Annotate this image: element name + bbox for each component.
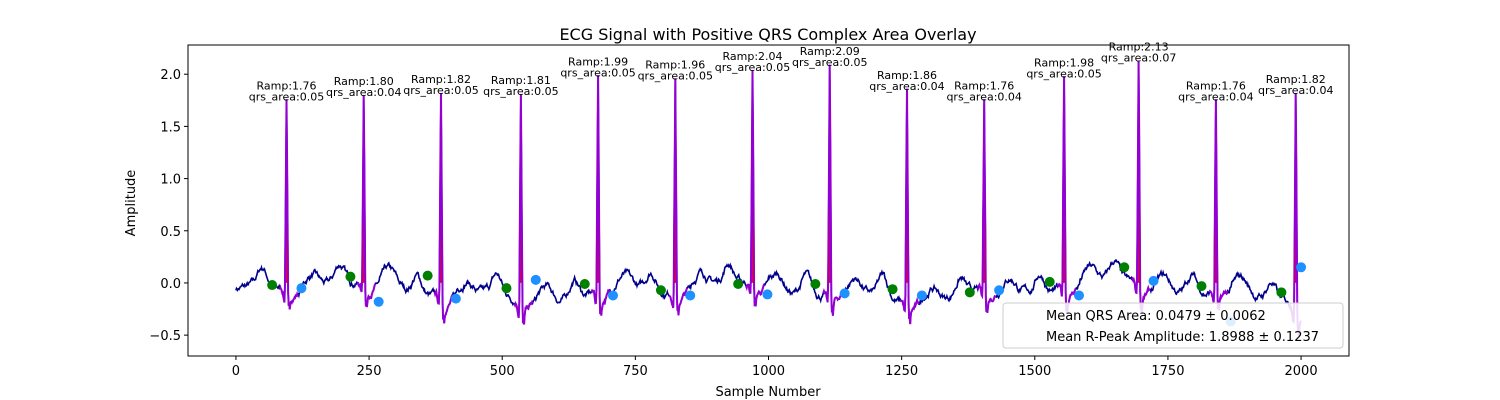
s-point-marker-7 [762,289,773,300]
y-tick-label: −0.5 [149,329,181,344]
qrs-area-label-11: qrs_area:0.05 [1026,67,1101,80]
legend-entry-qrs-area: Mean QRS Area: 0.0479 ± 0.0062 [1046,309,1266,324]
q-point-marker-2 [345,271,356,282]
y-axis-label: Amplitude [124,170,139,237]
q-point-marker-3 [422,270,433,281]
ramp-label-1: Ramp:1.76 [257,79,317,92]
qrs-area-label-9: qrs_area:0.04 [869,80,944,93]
legend: Mean QRS Area: 0.0479 ± 0.0062 Mean R-Pe… [1002,302,1344,349]
axes-layer: 0 250 500 750 1000 1250 1500 1750 2000 −0.5 0.0 0.5… [149,68,1317,379]
qrs-area-label-14: qrs_area:0.04 [1258,84,1333,97]
annotation-layer: Ramp:1.76qrs_area:0.05Ramp:1.80qrs_area:… [249,41,1334,104]
x-tick-label: 1250 [885,364,918,379]
q-point-marker-14 [1276,287,1287,298]
s-point-marker-1 [296,283,307,294]
y-tick-label: 2.0 [160,68,181,83]
s-point-marker-4 [530,274,541,285]
legend-box [1002,302,1344,349]
y-tick-label: 1.5 [160,120,181,135]
x-tick-label: 1500 [1018,364,1051,379]
qrs-overlay-beat-13 [1208,99,1229,311]
s-point-marker-2 [373,296,384,307]
qrs-overlay-beat-10 [976,99,997,313]
s-point-marker-5 [607,290,618,301]
qrs-area-label-3: qrs_area:0.05 [403,84,478,97]
q-point-marker-4 [501,283,512,294]
ramp-label-9: Ramp:1.86 [877,69,937,82]
qrs-overlay-beat-1 [279,99,300,310]
q-point-marker-11 [1044,276,1055,287]
ramp-label-5: Ramp:1.99 [568,55,628,68]
ramp-label-4: Ramp:1.81 [491,74,551,87]
q-point-marker-6 [655,285,666,296]
x-tick-label: 1000 [752,364,785,379]
qrs-overlay-beat-6 [668,78,688,316]
s-point-marker-3 [450,293,461,304]
s-point-marker-9 [916,290,927,301]
qrs-overlay-beat-9 [899,88,920,325]
qrs-overlay-beat-5 [590,75,611,316]
x-tick-label: 1750 [1151,364,1184,379]
qrs-area-label-7: qrs_area:0.05 [715,61,790,74]
y-tick-label: 0.5 [160,225,181,240]
q-point-marker-12 [1119,262,1130,273]
ramp-label-8: Ramp:2.09 [800,45,860,58]
ramp-label-12: Ramp:2.13 [1109,41,1169,54]
qrs-overlay-beat-2 [356,95,377,308]
y-tick-label: 0.0 [160,277,181,292]
qrs-area-label-8: qrs_area:0.05 [792,56,867,69]
s-point-marker-6 [685,290,696,301]
qrs-overlay-beat-14 [1288,92,1302,337]
qrs-overlay-beat-8 [822,64,843,316]
q-point-marker-9 [887,284,898,295]
x-tick-label: 500 [490,364,515,379]
q-point-marker-1 [267,280,278,291]
qrs-overlay-beat-11 [1056,76,1077,314]
qrs-overlay-beat-3 [433,92,454,324]
chart-title: ECG Signal with Positive QRS Complex Are… [559,25,976,44]
x-tick-label: 750 [623,364,648,379]
qrs-area-label-2: qrs_area:0.04 [326,86,401,99]
marker-layer [267,262,1307,327]
qrs-overlay-beat-4 [513,94,534,325]
ramp-label-2: Ramp:1.80 [334,75,394,88]
qrs-area-label-4: qrs_area:0.05 [483,85,558,98]
s-point-marker-10 [994,285,1005,296]
x-tick-label: 250 [357,364,382,379]
ramp-label-14: Ramp:1.82 [1266,73,1326,86]
ramp-label-6: Ramp:1.96 [645,58,705,71]
y-tick-label: 1.0 [160,173,181,188]
q-point-marker-5 [579,278,590,289]
qrs-area-label-5: qrs_area:0.05 [560,66,635,79]
qrs-area-label-10: qrs_area:0.04 [946,90,1021,103]
s-point-marker-14 [1296,262,1307,273]
s-point-marker-8 [839,288,850,299]
q-point-marker-10 [964,287,975,298]
q-point-marker-13 [1196,281,1207,292]
s-point-marker-12 [1148,275,1159,286]
qrs-area-label-6: qrs_area:0.05 [638,69,713,82]
s-point-marker-11 [1073,290,1084,301]
legend-entry-r-peak: Mean R-Peak Amplitude: 1.8988 ± 0.1237 [1046,330,1319,345]
x-tick-label: 0 [232,364,240,379]
qrs-area-label-13: qrs_area:0.04 [1178,90,1253,103]
ramp-label-3: Ramp:1.82 [411,73,471,86]
q-point-marker-8 [810,278,821,289]
qrs-overlay-beat-12 [1131,60,1151,314]
ramp-label-11: Ramp:1.98 [1034,56,1094,69]
ramp-label-7: Ramp:2.04 [722,50,782,63]
q-point-marker-7 [733,278,744,289]
ramp-label-13: Ramp:1.76 [1186,79,1246,92]
qrs-overlay-beat-7 [745,69,766,307]
ramp-label-10: Ramp:1.76 [954,79,1014,92]
qrs-area-label-1: qrs_area:0.05 [249,90,324,103]
qrs-area-label-12: qrs_area:0.07 [1101,52,1176,65]
x-tick-label: 2000 [1285,364,1318,379]
x-axis-label: Sample Number [715,385,821,400]
